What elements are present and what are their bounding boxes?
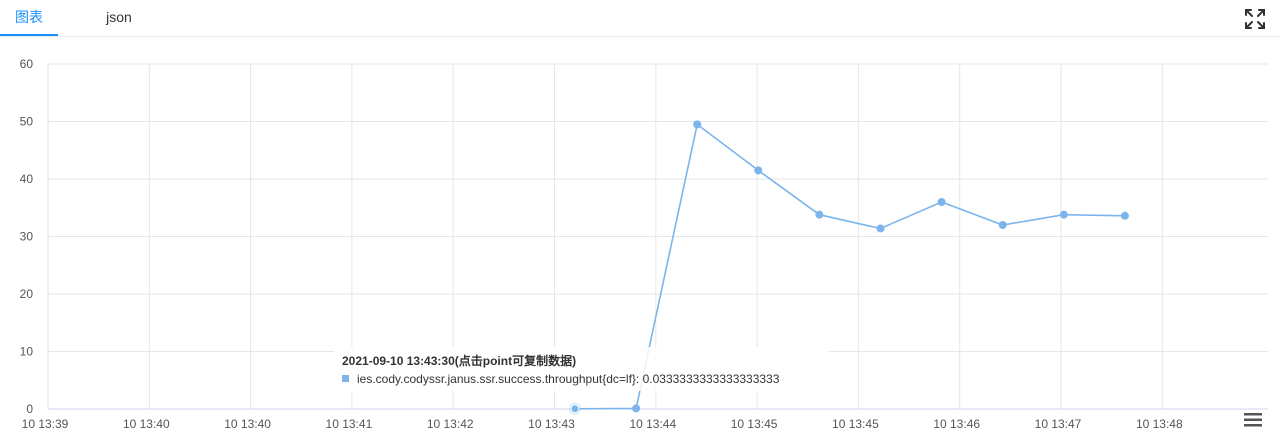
line-chart: 0 10 20 30 40 50 60 10 13:39 10 13:40 10 13:40 10 … <box>20 57 1268 431</box>
tab-chart[interactable]: 图表 <box>15 9 43 25</box>
data-point <box>998 221 1007 229</box>
series-line <box>574 123 1125 410</box>
x-tick-label: 10 13:40 <box>224 417 271 431</box>
fullscreen-expand-icon[interactable] <box>1243 7 1267 31</box>
x-tick-label: 10 13:39 <box>22 417 69 431</box>
y-tick-label: 60 <box>20 57 34 71</box>
tooltip-background <box>334 347 829 391</box>
data-point <box>693 120 702 129</box>
y-tick-label: 0 <box>26 402 33 416</box>
hamburger-menu-icon[interactable] <box>1243 412 1263 428</box>
tab-bar: 图表 json <box>0 0 1280 37</box>
data-point <box>1059 210 1068 219</box>
active-tab-indicator <box>0 34 58 36</box>
y-tick-label: 10 <box>20 345 34 359</box>
data-point <box>937 198 946 206</box>
x-tick-label: 10 13:48 <box>1136 417 1183 431</box>
data-point <box>570 404 580 414</box>
y-tick-label: 50 <box>20 115 34 129</box>
data-point <box>1120 211 1129 220</box>
y-tick-label: 30 <box>20 230 34 244</box>
data-point <box>876 224 885 233</box>
x-tick-label: 10 13:47 <box>1035 417 1082 431</box>
tooltip-series-marker <box>342 375 349 382</box>
x-tick-label: 10 13:41 <box>326 417 373 431</box>
x-tick-label: 10 13:44 <box>629 417 676 431</box>
y-tick-label: 40 <box>20 172 34 186</box>
data-point <box>815 210 824 219</box>
x-tick-label: 10 13:46 <box>933 417 980 431</box>
chart-area: 0 10 20 30 40 50 60 10 13:39 10 13:40 10 13:40 10 … <box>0 37 1280 437</box>
x-tick-label: 10 13:45 <box>731 417 778 431</box>
y-tick-label: 20 <box>20 287 34 301</box>
tooltip: 2021-09-10 13:43:30(点击point可复制数据) ies.cod… <box>334 347 829 391</box>
x-tick-label: 10 13:43 <box>528 417 575 431</box>
x-tick-label: 10 13:45 <box>832 417 879 431</box>
x-tick-label: 10 13:40 <box>123 417 170 431</box>
x-tick-label: 10 13:42 <box>427 417 474 431</box>
tooltip-series-value: ies.cody.codyssr.janus.ssr.success.throu… <box>357 372 780 386</box>
data-point <box>632 404 641 413</box>
tab-json[interactable]: json <box>106 9 132 25</box>
tooltip-title: 2021-09-10 13:43:30(点击point可复制数据) <box>342 353 576 368</box>
data-point <box>754 166 763 175</box>
